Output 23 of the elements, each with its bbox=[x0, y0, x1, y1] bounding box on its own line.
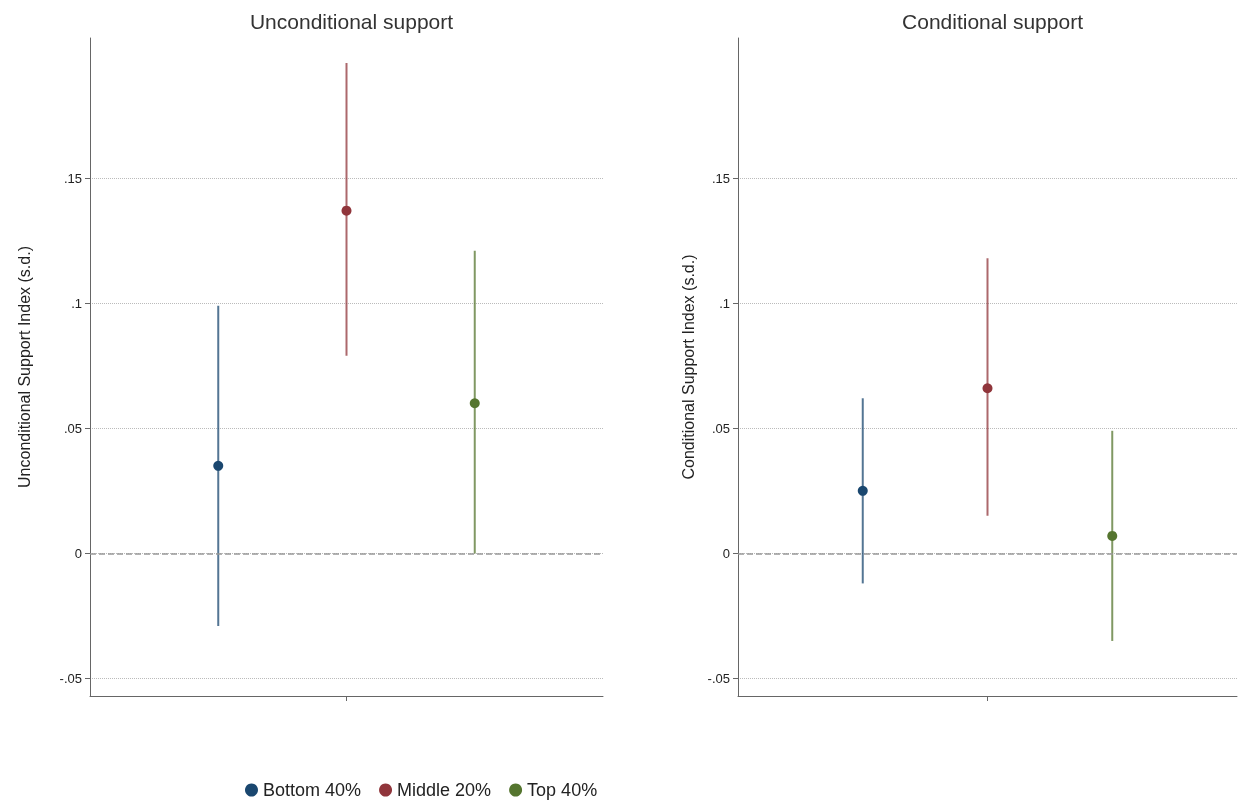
y-tick-label: -.05 bbox=[59, 670, 82, 686]
point bbox=[982, 383, 993, 394]
y-tick-label: 0 bbox=[722, 545, 730, 561]
point bbox=[213, 460, 224, 471]
chart-title: Conditional support bbox=[902, 10, 1084, 33]
point bbox=[857, 485, 868, 496]
legend-label: Middle 20% bbox=[397, 780, 492, 800]
y-tick-label: .15 bbox=[711, 170, 730, 186]
y-axis-title: Conditional Support Index (s.d.) bbox=[680, 254, 698, 480]
point bbox=[469, 398, 480, 409]
y-tick-label: .1 bbox=[719, 295, 730, 311]
y-tick-label: .05 bbox=[711, 420, 730, 436]
point bbox=[1107, 530, 1118, 541]
chart-title: Unconditional support bbox=[249, 10, 454, 33]
y-tick-label: .15 bbox=[63, 170, 82, 186]
y-axis-title: Unconditional Support Index (s.d.) bbox=[15, 246, 33, 488]
y-tick-label: .1 bbox=[71, 295, 82, 311]
y-tick-label: .05 bbox=[63, 420, 82, 436]
legend-label: Top 40% bbox=[527, 780, 598, 800]
y-tick-label: -.05 bbox=[707, 670, 730, 686]
y-tick-label: 0 bbox=[74, 545, 82, 561]
point bbox=[341, 205, 352, 216]
legend-label: Bottom 40% bbox=[263, 780, 362, 800]
